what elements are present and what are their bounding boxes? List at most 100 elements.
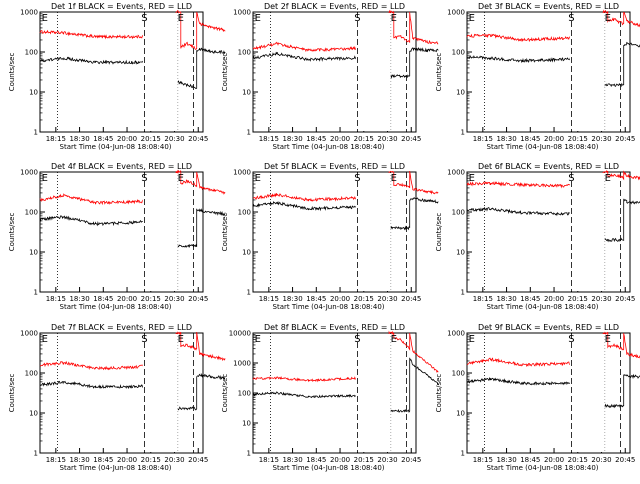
chart-title: Det 8f BLACK = Events, RED = LLD [264,323,405,332]
x-axis-label: Start Time (04-Jun-08 18:08:40) [60,143,172,151]
event-marker-e: E [42,173,48,184]
y-tick-label: 1 [247,129,251,137]
x-tick-label: 20:15 [354,456,374,464]
y-tick-label: 1 [247,450,251,458]
y-axis-label: Counts/sec [435,374,443,413]
y-tick-label: 1000 [233,360,251,368]
y-tick-label: 100 [238,209,251,217]
y-tick-label: 10 [456,249,465,257]
x-tick-label: 20:15 [354,135,374,143]
x-tick-label: 18:45 [306,295,326,303]
x-tick-label: 20:45 [188,295,208,303]
chart-panel-6: Det 6f BLACK = Events, RED = LLD 1 10 100 10… [435,162,640,311]
plot-frame [39,332,204,454]
x-tick-label: 18:45 [306,135,326,143]
series-line-events [39,208,226,248]
y-tick-label: 10 [29,249,38,257]
event-marker-e: E [178,13,184,24]
x-axis-label: Start Time (04-Jun-08 18:08:40) [487,143,599,151]
x-tick-label: 18:45 [93,295,113,303]
plot-frame [39,171,204,293]
x-tick-label: 20:00 [330,135,350,143]
x-axis-label: Start Time (04-Jun-08 18:08:40) [60,464,172,472]
x-tick-label: 18:45 [520,135,540,143]
x-tick-label: 18:30 [282,295,302,303]
y-tick-label: 1000 [20,9,38,17]
plot-frame [466,171,631,293]
y-tick-label: 1 [34,129,38,137]
plot-frame [466,11,631,133]
y-tick-label: 10 [29,410,38,418]
y-tick-label: 100 [238,390,251,398]
x-axis-label: Start Time (04-Jun-08 18:08:40) [60,303,172,311]
y-axis-label: Counts/sec [221,374,229,413]
data-gap [142,334,178,452]
y-axis-label: Counts/sec [435,213,443,252]
x-tick-label: 18:30 [69,135,89,143]
series-line-events [466,373,640,409]
x-tick-label: 18:15 [259,456,279,464]
y-tick-label: 1 [461,450,465,458]
series-line-lld [252,170,439,202]
data-gap [142,173,178,291]
x-tick-label: 18:15 [46,295,66,303]
y-tick-label: 10 [242,249,251,257]
data-gap [569,173,605,291]
x-tick-label: 18:30 [69,295,89,303]
x-tick-label: 20:00 [544,295,564,303]
plot-frame [466,332,631,454]
series-line-lld [466,9,640,43]
x-tick-label: 20:00 [544,135,564,143]
x-tick-label: 20:45 [188,135,208,143]
event-marker-e: E [469,334,475,345]
x-tick-label: 20:30 [591,135,611,143]
data-gap [569,13,605,131]
series-line-lld [252,9,439,53]
data-gap [355,334,391,452]
y-tick-label: 1 [247,289,251,297]
x-tick-label: 18:30 [496,135,516,143]
event-marker-e: E [178,334,184,345]
x-tick-label: 20:30 [164,135,184,143]
x-tick-label: 18:30 [496,295,516,303]
x-tick-label: 18:45 [520,295,540,303]
y-tick-label: 10 [456,89,465,97]
x-tick-label: 18:15 [46,456,66,464]
y-tick-label: 10000 [229,330,251,338]
series-line-lld [39,331,226,371]
x-tick-label: 20:30 [164,456,184,464]
y-tick-label: 100 [452,370,465,378]
x-axis-label: Start Time (04-Jun-08 18:08:40) [273,464,385,472]
x-tick-label: 20:30 [377,295,397,303]
x-tick-label: 20:30 [164,295,184,303]
x-axis-label: Start Time (04-Jun-08 18:08:40) [273,143,385,151]
y-tick-label: 1 [461,129,465,137]
y-tick-label: 1000 [20,330,38,338]
chart-title: Det 1f BLACK = Events, RED = LLD [51,2,192,11]
y-tick-label: 10 [456,410,465,418]
chart-panel-1: Det 1f BLACK = Events, RED = LLD 1 10 100 10… [8,2,226,151]
y-tick-label: 100 [25,209,38,217]
x-tick-label: 20:15 [568,295,588,303]
x-tick-label: 18:15 [473,456,493,464]
x-tick-label: 20:15 [568,135,588,143]
x-axis-label: Start Time (04-Jun-08 18:08:40) [487,303,599,311]
data-gap [355,13,391,131]
data-gap [142,13,178,131]
event-marker-s: S [568,334,574,345]
y-tick-label: 10 [242,420,251,428]
x-tick-label: 18:15 [473,135,493,143]
x-axis-label: Start Time (04-Jun-08 18:08:40) [273,303,385,311]
event-marker-s: S [568,173,574,184]
series-line-events [466,41,640,88]
x-tick-label: 20:45 [615,456,635,464]
chart-title: Det 6f BLACK = Events, RED = LLD [478,162,619,171]
y-axis-label: Counts/sec [221,213,229,252]
x-tick-label: 20:00 [544,456,564,464]
event-marker-e: E [42,334,48,345]
y-tick-label: 1000 [447,9,465,17]
event-marker-e: E [469,13,475,24]
x-tick-label: 20:00 [330,456,350,464]
event-marker-e: E [469,173,475,184]
